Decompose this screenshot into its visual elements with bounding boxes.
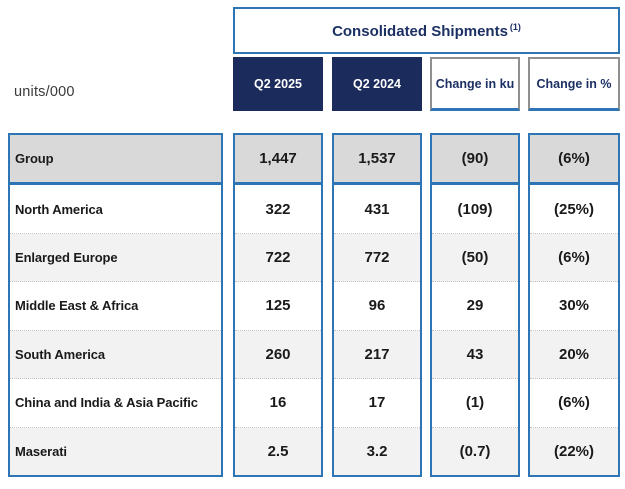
cell-change-pct-group: (6%): [530, 135, 618, 186]
cell-change-ku-middle-east-africa: 29: [432, 282, 518, 331]
cell-change-pct-maserati: (22%): [530, 427, 618, 475]
cell-q2-2025-enlarged-europe: 722: [235, 233, 321, 283]
column-header-change-in-ku: Change in ku: [430, 57, 520, 111]
cell-change-pct-north-america: (25%): [530, 185, 618, 234]
column-header-q2-2025: Q2 2025: [233, 57, 323, 111]
units-label: units/000: [14, 84, 75, 100]
row-label-south-america: South America: [10, 330, 221, 380]
cell-change-ku-south-america: 43: [432, 330, 518, 380]
cell-q2-2024-middle-east-africa: 96: [334, 282, 420, 331]
table-title-text: Consolidated Shipments: [332, 22, 508, 40]
cell-q2-2025-middle-east-africa: 125: [235, 282, 321, 331]
footnote-reference: (1): [509, 21, 521, 32]
cell-q2-2024-group: 1,537: [334, 135, 420, 186]
cell-change-ku-enlarged-europe: (50): [432, 233, 518, 283]
q2-2024-column: 1,537 431 772 96 217 17 3.2: [332, 133, 422, 477]
region-label-column: Group North America Enlarged Europe Midd…: [8, 133, 223, 477]
cell-change-ku-north-america: (109): [432, 185, 518, 234]
cell-q2-2025-north-america: 322: [235, 185, 321, 234]
row-label-china-india-asia-pacific: China and India & Asia Pacific: [10, 379, 221, 428]
row-label-group: Group: [10, 135, 221, 186]
row-label-maserati: Maserati: [10, 427, 221, 475]
cell-q2-2024-maserati: 3.2: [334, 427, 420, 475]
row-label-enlarged-europe: Enlarged Europe: [10, 233, 221, 283]
cell-change-pct-middle-east-africa: 30%: [530, 282, 618, 331]
cell-q2-2025-group: 1,447: [235, 135, 321, 186]
row-label-north-america: North America: [10, 185, 221, 234]
change-in-pct-column: (6%) (25%) (6%) 30% 20% (6%) (22%): [528, 133, 620, 477]
cell-change-ku-maserati: (0.7): [432, 427, 518, 475]
cell-change-pct-china-india-asia-pacific: (6%): [530, 379, 618, 428]
cell-q2-2024-china-india-asia-pacific: 17: [334, 379, 420, 428]
table-title-box: Consolidated Shipments (1): [233, 7, 620, 54]
cell-q2-2025-china-india-asia-pacific: 16: [235, 379, 321, 428]
row-label-middle-east-africa: Middle East & Africa: [10, 282, 221, 331]
q2-2025-column: 1,447 322 722 125 260 16 2.5: [233, 133, 323, 477]
cell-change-ku-china-india-asia-pacific: (1): [432, 379, 518, 428]
change-in-ku-column: (90) (109) (50) 29 43 (1) (0.7): [430, 133, 520, 477]
column-header-change-in-pct: Change in %: [528, 57, 620, 111]
cell-change-pct-enlarged-europe: (6%): [530, 233, 618, 283]
cell-change-pct-south-america: 20%: [530, 330, 618, 380]
cell-q2-2024-south-america: 217: [334, 330, 420, 380]
cell-change-ku-group: (90): [432, 135, 518, 186]
cell-q2-2025-maserati: 2.5: [235, 427, 321, 475]
cell-q2-2024-north-america: 431: [334, 185, 420, 234]
table-title: Consolidated Shipments (1): [332, 22, 521, 40]
cell-q2-2024-enlarged-europe: 772: [334, 233, 420, 283]
column-header-q2-2024: Q2 2024: [332, 57, 422, 111]
cell-q2-2025-south-america: 260: [235, 330, 321, 380]
